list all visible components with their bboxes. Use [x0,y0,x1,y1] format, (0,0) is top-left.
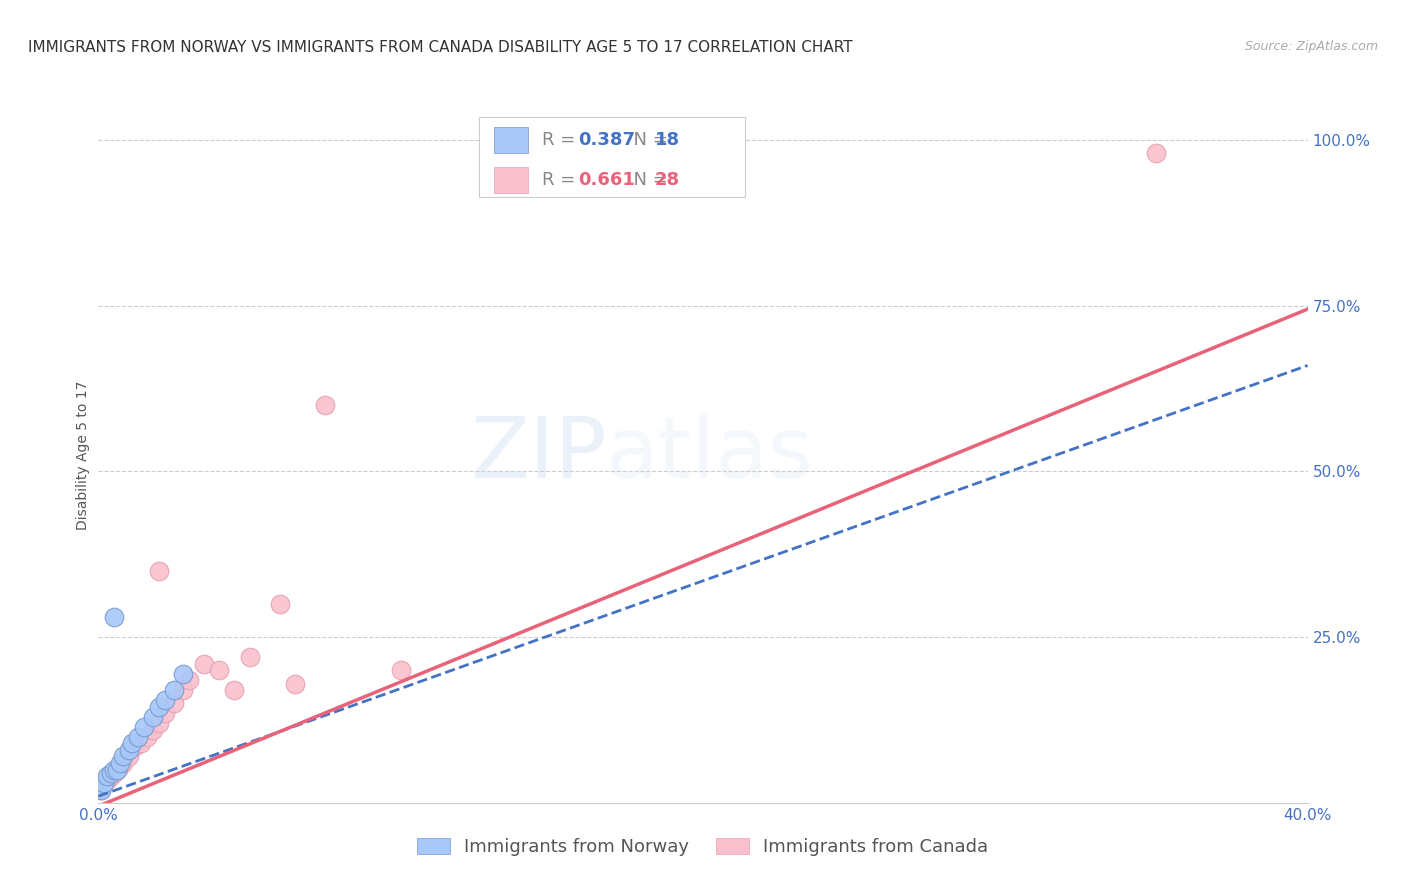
Text: ZIP: ZIP [470,413,606,497]
Point [103,610,125,624]
Text: 0.661: 0.661 [578,171,636,189]
Legend: Immigrants from Norway, Immigrants from Canada: Immigrants from Norway, Immigrants from … [411,830,995,863]
Point [172,683,194,698]
Point [93,776,115,790]
Point [103,763,125,777]
Point [153,706,176,721]
Point [193,657,215,671]
Point [172,666,194,681]
Point [163,683,186,698]
Point [142,723,165,737]
Point [127,730,149,744]
Point [93,776,115,790]
Point [96,772,118,787]
FancyBboxPatch shape [479,118,745,197]
Point [96,769,118,783]
Point [148,564,170,578]
Text: Source: ZipAtlas.com: Source: ZipAtlas.com [1244,40,1378,54]
Point [105,763,128,777]
Y-axis label: Disability Age 5 to 17: Disability Age 5 to 17 [76,380,90,530]
Text: N =: N = [621,171,673,189]
Point [118,743,141,757]
Point [148,699,170,714]
Point [90,782,112,797]
Text: R =: R = [543,131,581,149]
Point [90,782,112,797]
Point [129,736,152,750]
Point [118,749,141,764]
Point [142,709,165,723]
Text: IMMIGRANTS FROM NORWAY VS IMMIGRANTS FROM CANADA DISABILITY AGE 5 TO 17 CORRELAT: IMMIGRANTS FROM NORWAY VS IMMIGRANTS FRO… [28,40,853,55]
FancyBboxPatch shape [494,167,527,193]
Text: 0.387: 0.387 [578,131,636,149]
Point [224,683,246,698]
Text: 18: 18 [655,131,679,149]
Point [1144,146,1167,161]
Point [284,676,307,690]
Point [108,759,131,773]
Point [163,697,186,711]
Point [314,398,336,412]
Point [239,650,262,665]
Point [269,597,291,611]
Point [179,673,201,688]
Text: 28: 28 [655,171,679,189]
FancyBboxPatch shape [494,127,527,153]
Point [103,766,125,780]
Point [108,756,131,770]
Point [124,739,146,754]
Point [105,763,128,777]
Point [148,716,170,731]
Point [111,749,134,764]
Text: N =: N = [621,131,673,149]
Point [111,756,134,770]
Text: atlas: atlas [606,413,814,497]
Point [208,663,231,677]
Point [389,663,412,677]
Text: R =: R = [543,171,581,189]
Point [132,720,155,734]
Point [100,766,122,780]
Point [135,730,157,744]
Point [153,693,176,707]
Point [121,736,143,750]
Point [100,769,122,783]
